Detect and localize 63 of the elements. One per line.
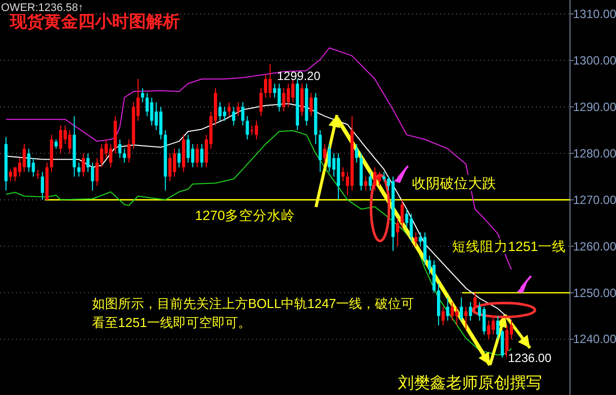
candlestick [341,166,345,182]
candlestick [8,169,12,182]
candlestick [254,120,258,140]
candlestick [82,152,86,178]
candlestick [177,148,181,168]
candlestick [90,162,94,192]
candlestick [222,106,226,122]
candlestick [414,232,418,247]
candlestick [473,292,477,312]
candlestick [264,74,268,98]
y-tick-label: 1310.00 [573,6,616,21]
annotation: 刘樊鑫老师原创撰写 [398,374,542,392]
candlestick [246,116,249,140]
text: 现货黄金四小时图解析 [9,12,180,31]
ref-line-label: 1270多空分水岭 [195,208,296,223]
candlestick [464,306,468,330]
candlestick [196,144,199,168]
candlestick [442,306,445,326]
candlestick [200,144,204,168]
candlestick [40,171,44,200]
candlestick [77,162,80,178]
candlestick [218,102,222,122]
candlestick [400,199,404,228]
candlestick [382,171,386,182]
candlestick [95,158,99,186]
y-tick-label: 1300.00 [573,53,616,68]
candlestick [241,102,244,126]
candlestick [323,144,326,164]
candlestick [468,302,472,322]
annotation: 收阴破位大跌 [412,175,496,191]
candlestick [309,92,313,117]
annotation: 1299.20 [277,69,321,83]
ref-line-label: 短线阻力1251一线 [452,238,566,254]
candlestick [460,296,463,322]
candlestick [396,218,400,247]
y-tick-label: 1260.00 [573,239,616,254]
candlestick [368,171,372,192]
candlestick [168,152,172,182]
annotation: OWER:1236.58↑ [1,2,84,14]
y-tick-label: 1240.00 [573,332,616,346]
candlestick [300,83,304,117]
y-tick-label: 1280.00 [573,146,616,160]
annotation: 如图所示，目前先关注上方BOLL中轨1247一线，破位可看至1251一线即可空即可。 [92,296,414,330]
candlestick [232,106,236,126]
y-tick-label: 1270.00 [573,192,616,207]
candlestick [228,102,231,117]
candlestick [236,102,240,117]
candlestick [54,138,58,150]
annotation: 1236.00 [508,351,552,365]
candlestick [355,144,358,164]
candlestick [364,176,368,192]
candlestick [122,148,126,164]
y-tick-label: 1250.00 [573,286,616,300]
candlestick [118,138,122,158]
candlestick [86,152,90,172]
candlestick [127,138,131,164]
candlestick [172,148,176,178]
candlestick [259,88,263,117]
candlestick [423,232,427,266]
y-tick-label: 1290.00 [573,100,616,114]
candlestick [36,169,40,180]
candlestick [141,88,144,103]
candlestick [446,296,450,322]
